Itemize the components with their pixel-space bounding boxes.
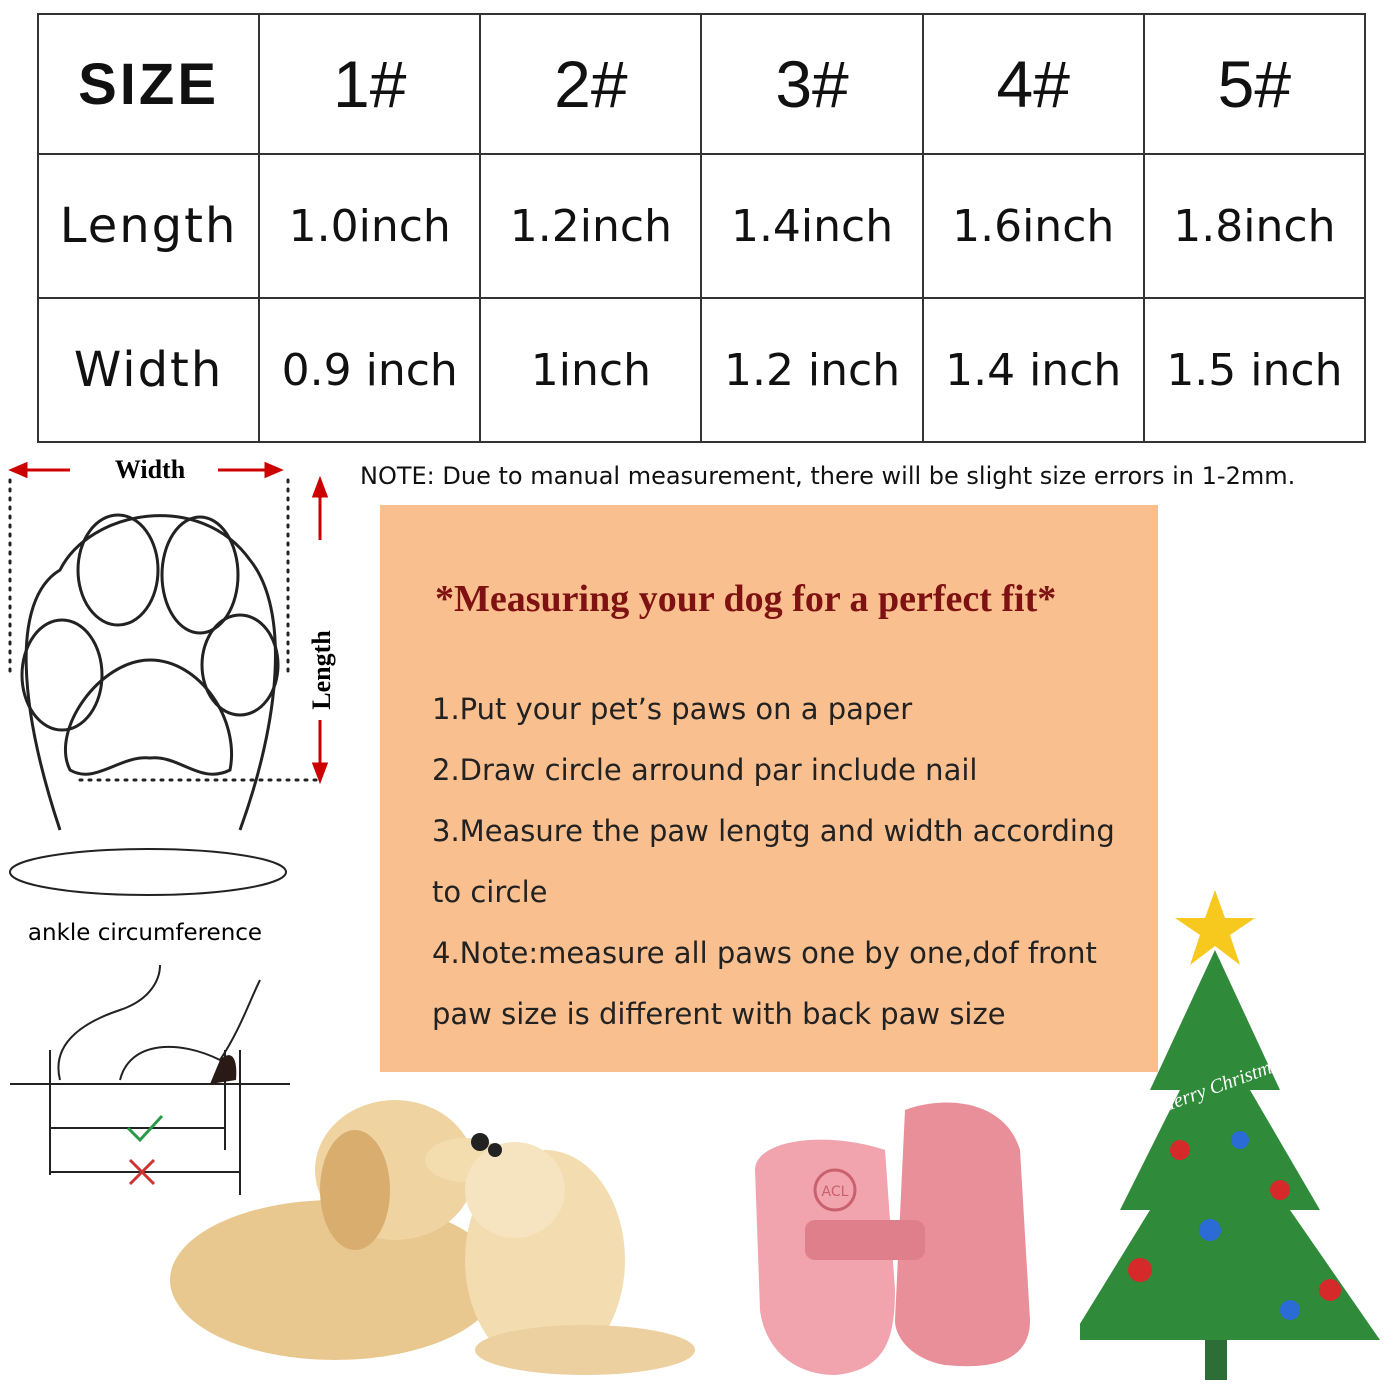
length-value: 1.6inch <box>921 153 1145 299</box>
width-label: Width <box>36 297 261 443</box>
dogs-photo <box>170 1100 695 1375</box>
size-header-label: SIZE <box>36 13 261 155</box>
length-label: Length <box>36 153 261 299</box>
christmas-tree-image: Merry Christmas <box>1080 890 1380 1380</box>
length-value: 1.0inch <box>258 153 482 299</box>
width-value: 1.2 inch <box>700 297 924 443</box>
measurement-note: NOTE: Due to manual measurement, there w… <box>360 462 1296 490</box>
size-header-row: SIZE 1# 2# 3# 4# 5# <box>36 13 1367 155</box>
size-5: 5# <box>1142 13 1367 155</box>
ankle-circumference-label: ankle circumference <box>28 920 262 946</box>
size-chart-table: SIZE 1# 2# 3# 4# 5# Length 1.0inch 1.2in… <box>36 13 1367 443</box>
instruction-step: 2.Draw circle arround par include nail <box>432 753 978 787</box>
instructions-steps: 1.Put your pet’s paws on a paper 2.Draw … <box>432 679 1115 1045</box>
size-1: 1# <box>258 13 482 155</box>
width-row: Width 0.9 inch 1inch 1.2 inch 1.4 inch 1… <box>36 297 1367 443</box>
length-value: 1.2inch <box>479 153 703 299</box>
star-icon <box>1175 890 1255 965</box>
paw-icon <box>9 513 287 896</box>
instruction-step: 4.Note:measure all paws one by one,dof f… <box>432 936 1097 970</box>
length-value: 1.4inch <box>700 153 924 299</box>
size-4: 4# <box>921 13 1145 155</box>
width-value: 1.4 inch <box>921 297 1145 443</box>
instruction-step: to circle <box>432 875 548 909</box>
check-icon <box>126 1114 164 1143</box>
length-row: Length 1.0inch 1.2inch 1.4inch 1.6inch 1… <box>36 153 1367 299</box>
measuring-instructions-panel: *Measuring your dog for a perfect fit* 1… <box>380 505 1158 1072</box>
boot-logo: ACL <box>822 1184 849 1200</box>
instructions-title: *Measuring your dog for a perfect fit* <box>435 578 1057 620</box>
instruction-step: 1.Put your pet’s paws on a paper <box>432 692 913 726</box>
boot-fit-diagram <box>10 964 290 1195</box>
pink-boots-photo: ACL <box>755 1102 1030 1375</box>
instruction-step: paw size is different with back paw size <box>432 997 1006 1031</box>
length-value: 1.8inch <box>1142 153 1367 299</box>
width-arrow-label: Width <box>115 455 186 484</box>
width-value: 1inch <box>479 297 703 443</box>
size-3: 3# <box>700 13 924 155</box>
cross-icon <box>128 1158 156 1186</box>
width-value: 0.9 inch <box>258 297 482 443</box>
length-arrow-label: Length <box>307 630 336 710</box>
width-value: 1.5 inch <box>1142 297 1367 443</box>
size-2: 2# <box>479 13 703 155</box>
paw-measurement-diagram: Width Length ankle circumference <box>8 455 336 946</box>
instruction-step: 3.Measure the paw lengtg and width accor… <box>432 814 1115 848</box>
